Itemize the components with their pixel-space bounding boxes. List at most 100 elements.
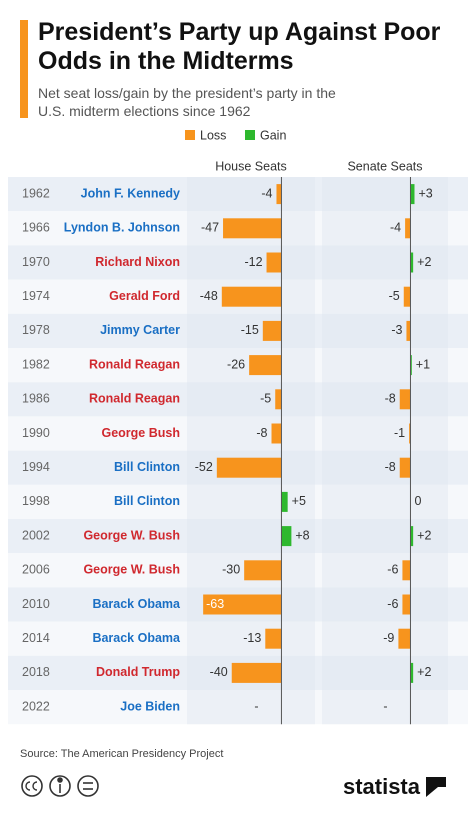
value-label: - xyxy=(383,699,387,713)
president-label: Barack Obama xyxy=(92,631,181,645)
bar xyxy=(266,252,282,273)
panel-bg xyxy=(322,177,448,725)
value-label: -8 xyxy=(385,392,396,406)
value-label: -3 xyxy=(391,323,402,337)
row-band xyxy=(8,519,468,554)
value-label: -30 xyxy=(222,563,240,577)
value-label: -63 xyxy=(206,597,224,611)
value-label: - xyxy=(254,699,258,713)
value-label: -26 xyxy=(227,357,245,371)
bar xyxy=(223,218,282,239)
bar xyxy=(402,560,411,581)
legend-swatch xyxy=(245,130,255,140)
value-label: -6 xyxy=(387,563,398,577)
bar xyxy=(399,389,411,410)
value-label: -5 xyxy=(389,289,400,303)
value-label: -8 xyxy=(256,426,267,440)
value-label: +8 xyxy=(295,528,309,542)
value-label: -52 xyxy=(195,460,213,474)
panel-bg xyxy=(187,177,315,725)
year-label: 2002 xyxy=(22,528,50,542)
year-label: 1970 xyxy=(22,255,50,269)
subtitle: Net seat loss/gain by the president’s pa… xyxy=(38,85,336,119)
legend-swatch xyxy=(185,130,195,140)
president-label: John F. Kennedy xyxy=(81,186,180,200)
bar xyxy=(203,594,282,615)
value-label: +5 xyxy=(292,494,306,508)
bar xyxy=(265,628,282,649)
president-label: Ronald Reagan xyxy=(89,392,180,406)
row-band xyxy=(8,484,468,519)
president-label: Lyndon B. Johnson xyxy=(64,221,180,235)
president-label: Donald Trump xyxy=(96,665,180,679)
row-band xyxy=(8,348,468,383)
value-label: -12 xyxy=(244,255,262,269)
value-label: -8 xyxy=(385,460,396,474)
bar xyxy=(276,184,282,205)
value-label: -4 xyxy=(261,186,272,200)
row-band xyxy=(8,416,468,451)
legend-label: Gain xyxy=(260,128,286,142)
bar xyxy=(406,320,411,341)
legend-label: Loss xyxy=(200,128,226,142)
title: President’s Party up Against Poor Odds i… xyxy=(38,18,441,75)
bar xyxy=(275,389,282,410)
year-label: 1982 xyxy=(22,357,50,371)
license-icons xyxy=(21,775,99,797)
value-label: -4 xyxy=(390,221,401,235)
year-label: 1998 xyxy=(22,494,50,508)
bar xyxy=(249,355,282,376)
president-label: Jimmy Carter xyxy=(100,323,180,337)
value-label: -5 xyxy=(260,392,271,406)
value-label: -47 xyxy=(201,221,219,235)
year-label: 2022 xyxy=(22,699,50,713)
bar xyxy=(221,286,282,307)
bar xyxy=(410,184,415,205)
row-band xyxy=(8,245,468,280)
bar xyxy=(410,355,412,376)
president-label: Bill Clinton xyxy=(114,494,180,508)
bar xyxy=(402,594,411,615)
president-label: Joe Biden xyxy=(120,699,180,713)
brand-logo xyxy=(426,777,446,797)
panel-header: Senate Seats xyxy=(347,159,422,173)
value-label: +2 xyxy=(417,528,431,542)
value-label: -15 xyxy=(241,323,259,337)
year-label: 2014 xyxy=(22,631,50,645)
value-label: -9 xyxy=(383,631,394,645)
bar xyxy=(399,457,411,478)
year-label: 1994 xyxy=(22,460,50,474)
bar xyxy=(410,526,414,547)
value-label: -1 xyxy=(394,426,405,440)
value-label: 0 xyxy=(414,494,421,508)
year-label: 1990 xyxy=(22,426,50,440)
bar xyxy=(216,457,282,478)
bar xyxy=(410,252,414,273)
row-band xyxy=(8,382,468,417)
bar xyxy=(409,423,411,444)
value-label: +1 xyxy=(416,357,430,371)
row-band xyxy=(8,313,468,348)
panel-header: House Seats xyxy=(215,159,287,173)
value-label: -6 xyxy=(387,597,398,611)
source: Source: The American Presidency Project xyxy=(20,748,223,760)
value-label: -48 xyxy=(200,289,218,303)
president-label: George Bush xyxy=(102,426,181,440)
president-label: Gerald Ford xyxy=(109,289,180,303)
accent-bar xyxy=(20,20,28,118)
president-label: George W. Bush xyxy=(83,563,180,577)
value-label: +3 xyxy=(418,186,432,200)
year-label: 2010 xyxy=(22,597,50,611)
row-band xyxy=(8,177,468,212)
year-label: 1966 xyxy=(22,221,50,235)
bar xyxy=(410,662,414,683)
year-label: 1978 xyxy=(22,323,50,337)
brand: statista xyxy=(343,774,421,799)
bar xyxy=(244,560,282,581)
year-label: 1974 xyxy=(22,289,50,303)
bar xyxy=(281,491,288,512)
president-label: Richard Nixon xyxy=(95,255,180,269)
president-label: George W. Bush xyxy=(83,528,180,542)
